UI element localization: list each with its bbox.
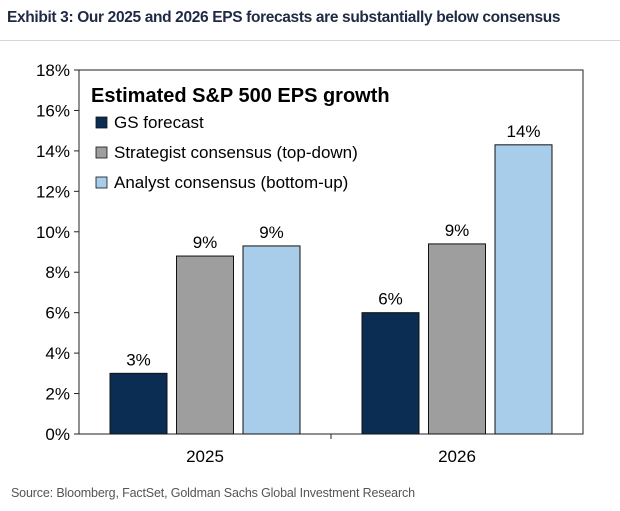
y-tick-label: 4% [45, 344, 70, 363]
title-divider [0, 40, 620, 41]
y-tick-label: 18% [36, 61, 70, 80]
y-axis: 0% 2% 4% 6% 8% 10% 12% 14% 16% 18% [36, 61, 79, 444]
data-label: 9% [193, 233, 218, 252]
y-tick-label: 6% [45, 304, 70, 323]
y-tick-label: 14% [36, 142, 70, 161]
eps-growth-bar-chart: 0%2%4%6%8%10%12%14%16%18% 3%9%9%6%9%14% … [36, 61, 584, 466]
data-label: 9% [259, 223, 284, 242]
y-tick-label: 10% [36, 223, 70, 242]
legend: Estimated S&P 500 EPS growth GS forecast… [91, 85, 390, 192]
legend-swatch [95, 146, 108, 159]
bar [361, 312, 420, 435]
legend-swatch [95, 116, 108, 129]
data-label: 14% [506, 122, 540, 141]
x-tick-label: 2026 [438, 447, 476, 466]
bar [176, 255, 234, 435]
bar [242, 245, 301, 435]
data-label: 6% [378, 290, 403, 309]
legend-label: GS forecast [114, 113, 204, 132]
x-tick-label: 2025 [186, 447, 224, 466]
data-labels: 3% 9% 9% 6% 9% 14% [126, 122, 540, 370]
x-axis: 2025 2026 [186, 434, 476, 466]
data-label: 9% [445, 221, 470, 240]
y-tick-label: 2% [45, 385, 70, 404]
exhibit-title: Exhibit 3: Our 2025 and 2026 EPS forecas… [7, 9, 561, 26]
chart-container: 0% 2% 4% 6% 8% 10% 12% 14% 16% 18% 3% 9% 9% 6% 9% 14% … [0, 58, 620, 478]
data-label: 3% [126, 350, 151, 369]
y-tick-label: 12% [36, 182, 70, 201]
chart-title: Estimated S&P 500 EPS growth [91, 85, 390, 107]
bar [494, 144, 553, 435]
legend-label: Strategist consensus (top-down) [114, 143, 358, 162]
y-tick-label: 16% [36, 101, 70, 120]
source-note: Source: Bloomberg, FactSet, Goldman Sach… [11, 486, 415, 500]
bar [109, 372, 168, 435]
y-tick-label: 8% [45, 263, 70, 282]
y-tick-label: 0% [45, 425, 70, 444]
bar [428, 243, 486, 435]
bars [109, 144, 553, 435]
legend-label: Analyst consensus (bottom-up) [114, 173, 348, 192]
legend-swatch [95, 176, 108, 189]
